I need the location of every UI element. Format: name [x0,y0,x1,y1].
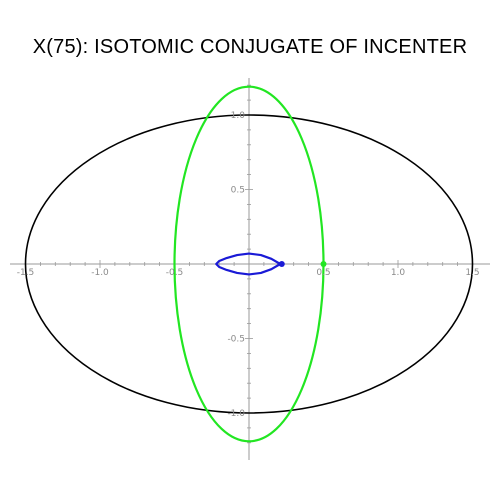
x-tick-label: 0.5 [316,268,330,278]
x-tick-label: 1.5 [465,268,479,278]
x-tick-label: 1.0 [391,268,406,278]
chart-title: X(75): ISOTOMIC CONJUGATE OF INCENTER [32,36,468,58]
x-tick-label: -0.5 [166,268,184,278]
y-tick-label: -1.0 [227,409,245,419]
series-layer [24,85,474,443]
x-tick-label: -1.0 [91,268,109,278]
data-point-1 [278,261,285,267]
ticks-layer: -1.5 -1.0 -0.5 0.5 1.0 1.5 1.0 0.5 -0.5 -1.0 [17,111,480,419]
loop-series-2 [215,252,282,276]
axes [10,78,490,460]
data-point-0 [320,261,327,267]
y-tick-label: 1.0 [231,111,246,121]
y-tick-label: -0.5 [227,335,245,345]
x-tick-label: -1.5 [17,268,35,278]
y-tick-label: 0.5 [231,186,245,196]
ellipse-series-0 [24,114,474,414]
